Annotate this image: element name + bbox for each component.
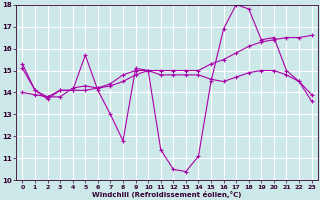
X-axis label: Windchill (Refroidissement éolien,°C): Windchill (Refroidissement éolien,°C) [92, 191, 242, 198]
